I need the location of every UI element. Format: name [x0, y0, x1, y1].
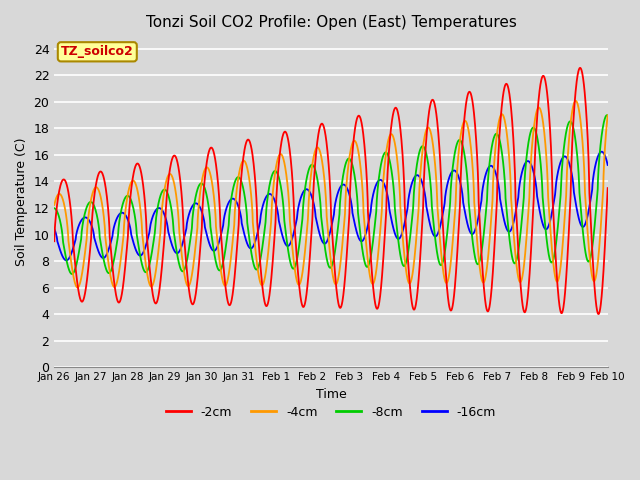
Y-axis label: Soil Temperature (C): Soil Temperature (C) [15, 137, 28, 265]
Title: Tonzi Soil CO2 Profile: Open (East) Temperatures: Tonzi Soil CO2 Profile: Open (East) Temp… [145, 15, 516, 30]
Text: TZ_soilco2: TZ_soilco2 [61, 45, 134, 58]
X-axis label: Time: Time [316, 388, 346, 401]
Legend: -2cm, -4cm, -8cm, -16cm: -2cm, -4cm, -8cm, -16cm [161, 401, 501, 424]
